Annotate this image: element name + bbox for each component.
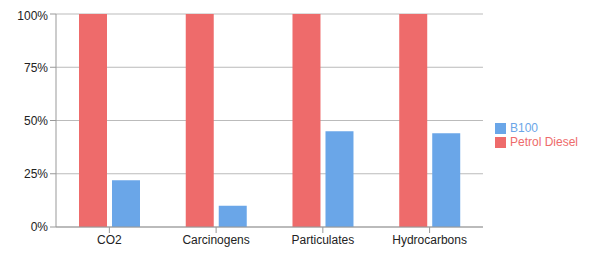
html-text:Petrol Diesel: Petrol Diesel (510, 134, 578, 149)
svg-text:75%: 75% (24, 61, 48, 75)
svg-text:Particulates: Particulates (292, 233, 355, 247)
svg-text:100%: 100% (17, 9, 48, 23)
html-text:B100: B100 (510, 120, 538, 135)
svg-text:Carcinogens: Carcinogens (182, 233, 249, 247)
svg-text:50%: 50% (24, 114, 48, 128)
svg-text:0%: 0% (31, 220, 49, 234)
svg-text:Hydrocarbons: Hydrocarbons (392, 233, 467, 247)
svg-text:25%: 25% (24, 167, 48, 181)
svg-text:CO2: CO2 (97, 233, 122, 247)
